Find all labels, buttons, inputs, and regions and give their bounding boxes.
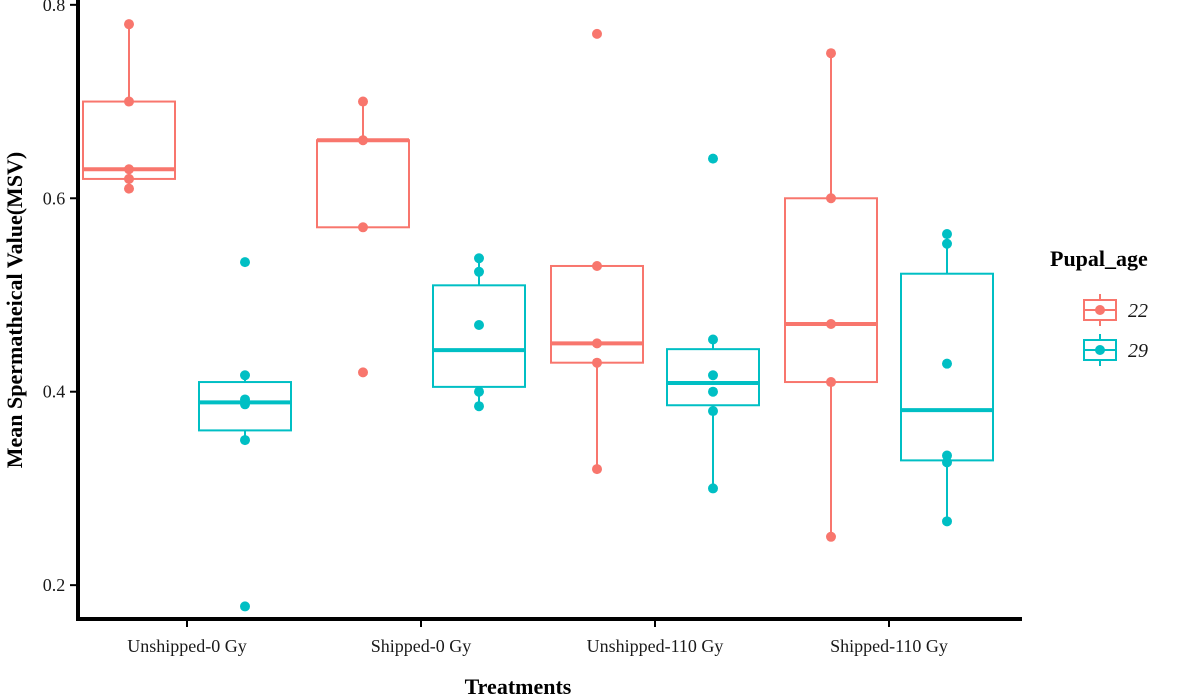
data-point	[942, 358, 952, 369]
data-point	[124, 19, 134, 30]
box-group-29	[198, 257, 292, 612]
y-axis-title: Mean Spermatheical Value(MSV)	[2, 152, 27, 469]
legend: Pupal_age 22 29	[1050, 246, 1148, 366]
data-point	[826, 48, 836, 59]
legend-label: 29	[1128, 340, 1148, 362]
y-ticks: 0.2 0.4 0.6 0.8	[43, 0, 78, 595]
x-tick-label: Shipped-110 Gy	[830, 636, 948, 656]
data-point	[474, 253, 484, 264]
data-point	[592, 464, 602, 475]
data-point	[240, 370, 250, 381]
data-point	[240, 601, 250, 612]
box	[432, 284, 526, 388]
legend-key-point	[1095, 345, 1105, 355]
box-group-22	[82, 19, 176, 194]
data-point	[708, 483, 718, 494]
box-group-29	[432, 253, 526, 412]
data-point	[124, 173, 134, 184]
data-point	[358, 222, 368, 233]
x-tick-label: Unshipped-0 Gy	[127, 636, 247, 656]
data-point	[826, 377, 836, 388]
box-group-22	[316, 96, 410, 378]
axes	[76, 0, 1022, 621]
data-point	[240, 399, 250, 410]
data-point	[942, 229, 952, 240]
x-tick-label: Shipped-0 Gy	[371, 636, 472, 656]
legend-title: Pupal_age	[1050, 246, 1148, 271]
data-point	[124, 164, 134, 175]
data-point	[358, 96, 368, 107]
data-point	[592, 260, 602, 271]
legend-key-point	[1095, 305, 1105, 315]
box	[784, 197, 878, 384]
legend-label: 22	[1128, 300, 1148, 322]
data-point	[240, 435, 250, 446]
box-group-29	[666, 153, 760, 494]
data-point	[474, 266, 484, 277]
data-point	[592, 28, 602, 39]
data-point	[826, 531, 836, 542]
y-tick-label: 0.6	[43, 188, 66, 208]
legend-key-29: 29	[1083, 334, 1148, 366]
data-point	[826, 193, 836, 204]
data-point	[708, 386, 718, 397]
legend-entries: 22 29	[1083, 294, 1148, 366]
y-tick-label: 0.2	[43, 575, 66, 595]
data-point	[592, 338, 602, 349]
box-group-22	[550, 28, 644, 475]
box	[198, 381, 292, 432]
x-ticks: Unshipped-0 Gy Shipped-0 Gy Unshipped-110 …	[127, 619, 948, 656]
data-point	[942, 238, 952, 249]
y-tick-label: 0.4	[43, 382, 66, 402]
data-point	[474, 386, 484, 397]
data-point	[826, 319, 836, 330]
data-point	[708, 370, 718, 381]
legend-key-22: 22	[1083, 294, 1148, 326]
data-point	[708, 153, 718, 164]
box-group-29	[900, 229, 994, 527]
data-point	[942, 516, 952, 527]
box	[316, 139, 410, 229]
x-tick-label: Unshipped-110 Gy	[587, 636, 724, 656]
data-point	[708, 334, 718, 345]
data-point	[124, 183, 134, 194]
data-point	[474, 401, 484, 412]
data-point	[942, 457, 952, 468]
data-point	[358, 367, 368, 378]
data-point	[708, 406, 718, 417]
y-tick-label: 0.8	[43, 0, 66, 15]
plot-marks	[82, 19, 994, 612]
data-point	[474, 319, 484, 330]
data-point	[240, 257, 250, 268]
data-point	[124, 96, 134, 107]
x-axis-title: Treatments	[465, 674, 572, 698]
data-point	[592, 357, 602, 368]
data-point	[358, 135, 368, 146]
box-group-22	[784, 48, 878, 542]
